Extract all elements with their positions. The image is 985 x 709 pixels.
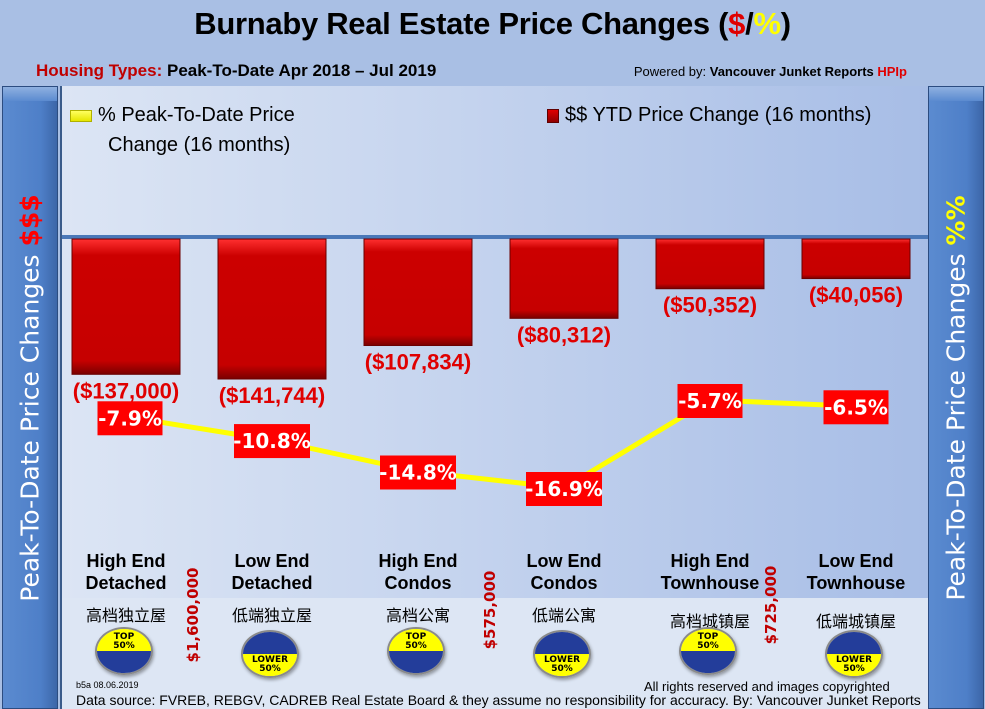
bar-value-label: ($141,744)	[219, 383, 325, 408]
lower-50-badge-icon: LOWER 50%	[533, 630, 591, 678]
category-chinese-label: 高档独立屋	[85, 606, 166, 625]
legend-line-series: % Peak-To-Date Price Change (16 months)	[70, 100, 295, 160]
category-label: High End Detached	[85, 551, 167, 593]
category-chinese-label: 低端独立屋	[231, 606, 312, 625]
category-chinese-label: 低端公寓	[531, 606, 596, 625]
right-axis-banner: Peak-To-Date Price Changes %%	[928, 86, 984, 709]
top-50-badge-icon: TOP 50%	[95, 627, 153, 675]
bar-0	[71, 238, 181, 375]
data-source-note: Data source: FVREB, REBGV, CADREB Real E…	[76, 692, 921, 708]
left-axis-banner: Peak-To-Date Price Changes $$$	[2, 86, 58, 709]
category-chinese-label: 高档城镇屋	[669, 612, 750, 631]
legend-yellow-swatch-icon	[70, 109, 92, 122]
category-band	[60, 598, 930, 709]
percent-label-box	[97, 401, 163, 436]
lower-50-badge-icon: LOWER 50%	[241, 630, 299, 678]
powered-by: Powered by: Vancouver Junket Reports HPI…	[633, 64, 907, 79]
bar-value-label: ($80,312)	[517, 322, 611, 347]
price-threshold-label: $725,000	[762, 565, 780, 645]
category-chinese-label: 低端城镇屋	[815, 612, 896, 631]
category-label: Low End Townhouse	[806, 551, 906, 593]
page-title: Burnaby Real Estate Price Changes ($/%)	[194, 6, 791, 41]
legend-red-swatch-icon	[547, 108, 559, 123]
percent-label-box	[526, 472, 602, 506]
category-chinese-label: 高档公寓	[385, 606, 450, 625]
bar-2	[363, 238, 473, 347]
percent-label-box	[234, 424, 310, 459]
percent-value-label: -7.9%	[98, 406, 162, 430]
top-50-badge-icon: TOP 50%	[387, 627, 445, 675]
percent-value-label: -14.8%	[379, 461, 457, 485]
price-threshold-label: $575,000	[481, 570, 499, 650]
percent-label-box	[677, 384, 743, 418]
version-note: b5a 08.06.2019	[76, 680, 139, 690]
legend-bar-series: $$ YTD Price Change (16 months)	[547, 100, 871, 130]
category-label: High End Townhouse	[660, 551, 760, 593]
subtitle-period: Housing Types: Peak-To-Date Apr 2018 – J…	[36, 61, 437, 80]
rights-note: All rights reserved and images copyright…	[644, 679, 890, 694]
bar-value-label: ($50,352)	[663, 293, 757, 318]
bar-3	[509, 238, 619, 319]
bar-value-label: ($137,000)	[73, 378, 179, 403]
bar-1	[217, 238, 327, 380]
percent-value-label: -10.8%	[233, 429, 311, 453]
bar-value-label: ($107,834)	[365, 350, 471, 375]
bar-5	[801, 238, 911, 280]
category-label: Low End Detached	[231, 551, 313, 593]
bar-4	[655, 238, 765, 290]
percent-value-label: -16.9%	[525, 477, 603, 501]
category-label: Low End Condos	[526, 551, 602, 593]
price-threshold-label: $1,600,000	[184, 567, 202, 663]
category-label: High End Condos	[378, 551, 458, 593]
percent-label-box	[823, 390, 889, 425]
percent-value-label: -6.5%	[824, 395, 888, 419]
bar-value-label: ($40,056)	[809, 283, 903, 308]
percent-value-label: -5.7%	[678, 389, 742, 413]
top-50-badge-icon: TOP 50%	[679, 627, 737, 675]
lower-50-badge-icon: LOWER 50%	[825, 630, 883, 678]
percent-label-box	[380, 455, 456, 490]
